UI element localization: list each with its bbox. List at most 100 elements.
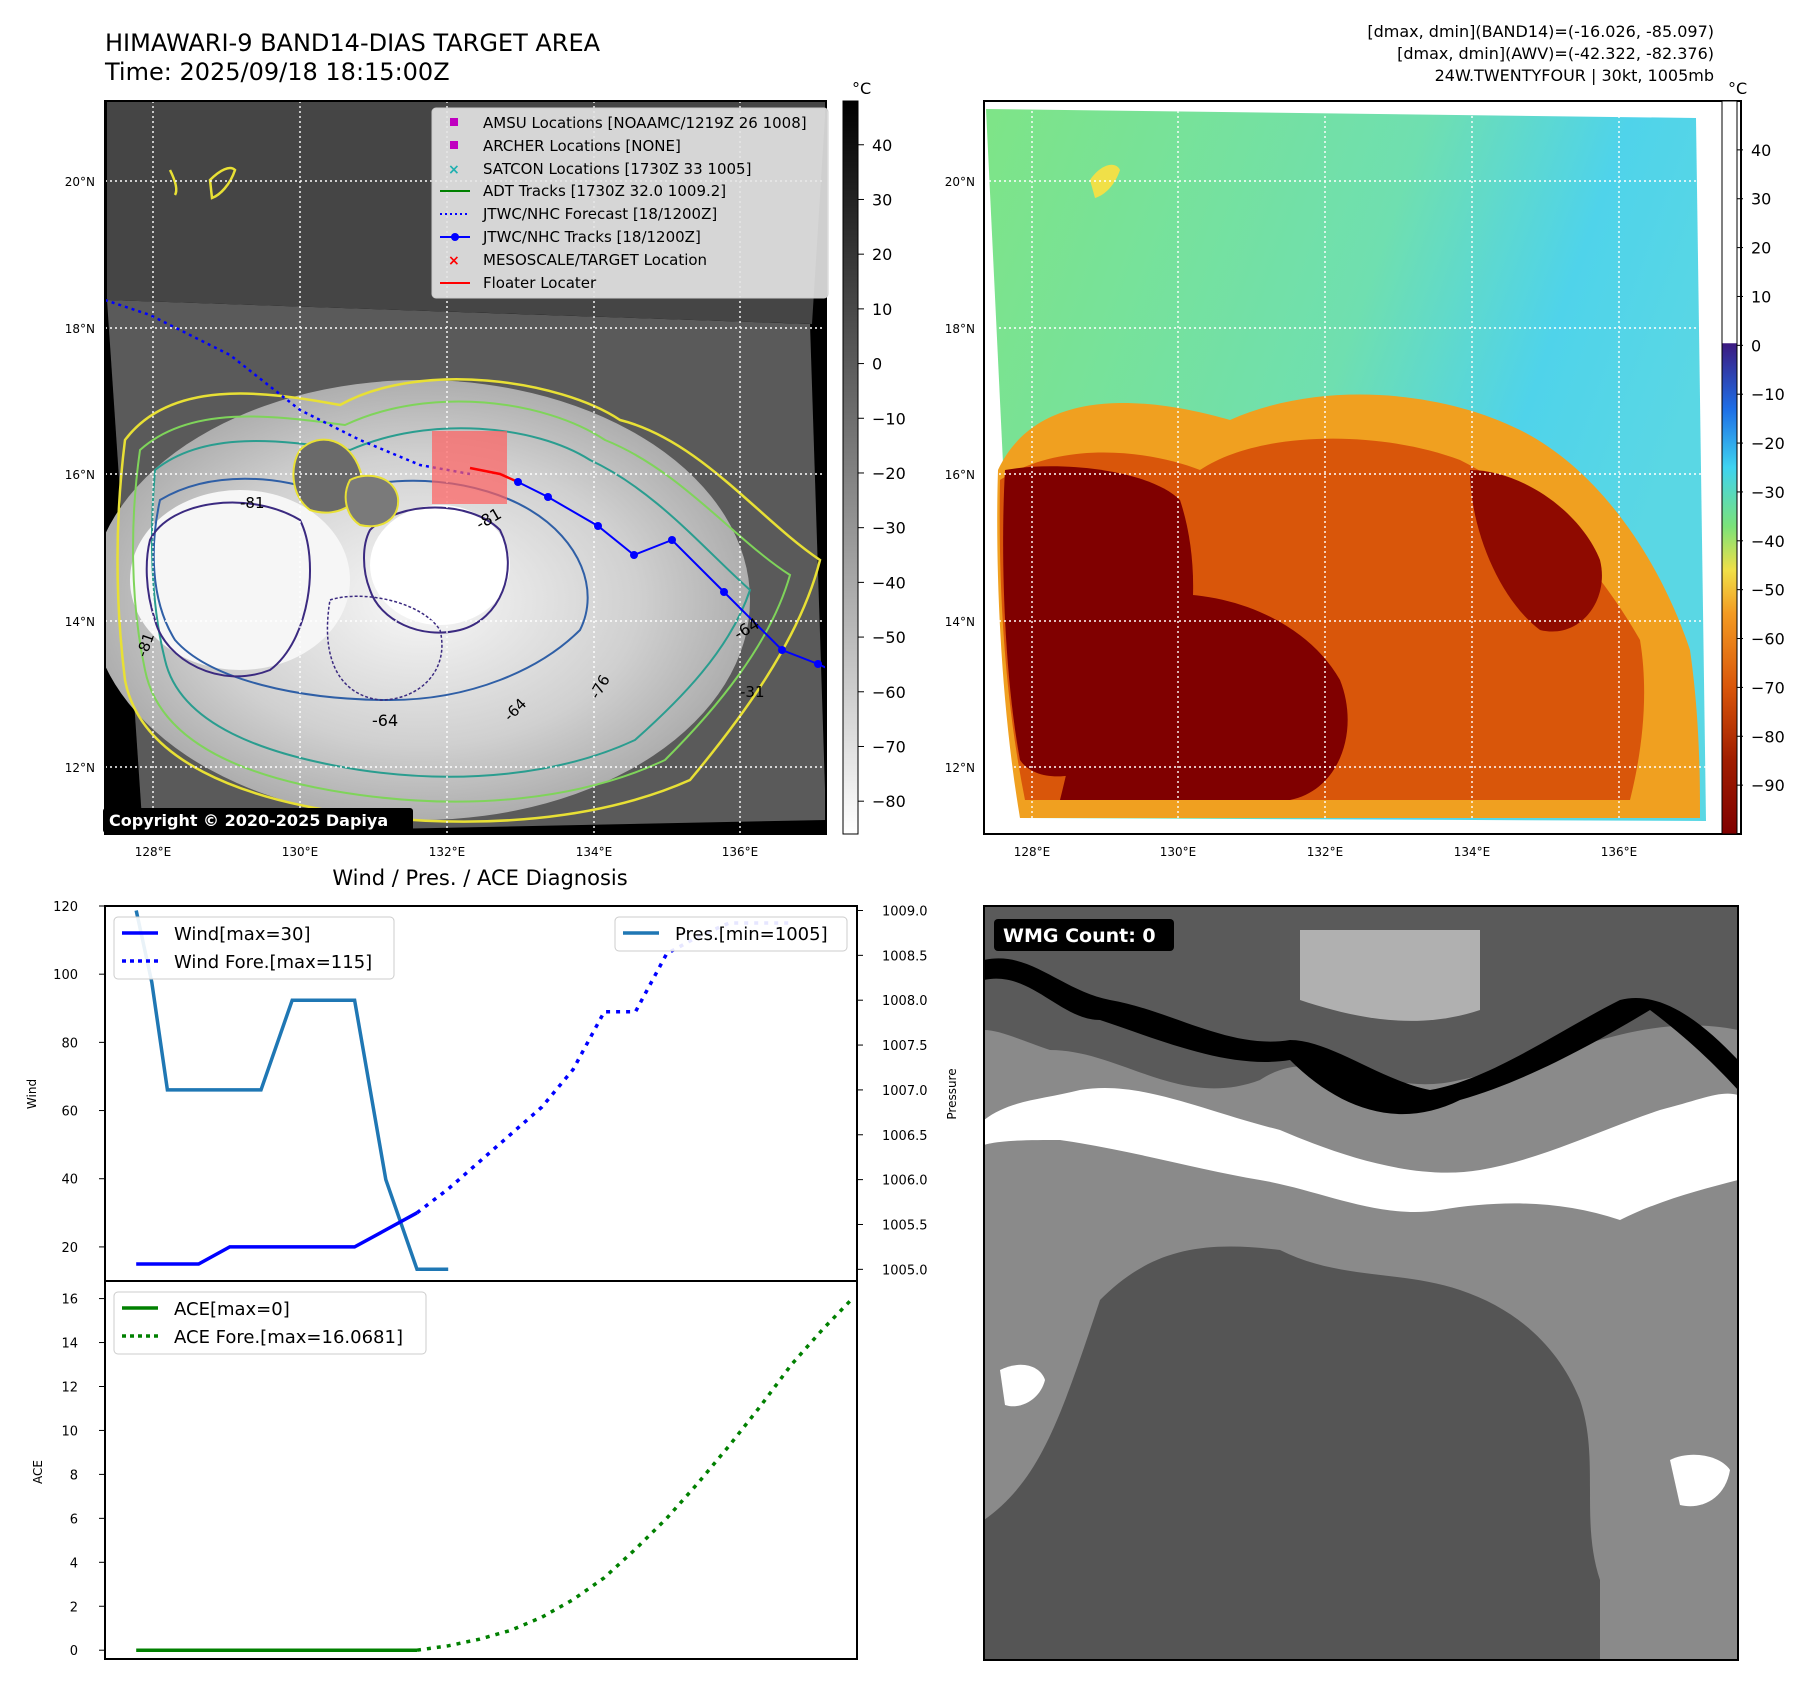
legend-label-forecast: JTWC/NHC Forecast [18/1200Z] (482, 205, 717, 223)
wv-lon-tick-132: 132°E (1307, 845, 1344, 859)
wmg-white-patch-1 (1000, 1364, 1045, 1407)
wv-colorbar-tick-label: 40 (1751, 141, 1771, 160)
ir-lat-tick-20: 20°N (65, 175, 95, 189)
pressure-tick-label: 1006.0 (882, 1174, 928, 1189)
copyright-badge (103, 808, 413, 833)
wv-colorbar-tick-label: 10 (1751, 287, 1771, 306)
wind-tick-label: 40 (61, 1173, 78, 1188)
ir-contour-indigo (145, 501, 311, 678)
legend-label-satcon: SATCON Locations [1730Z 33 1005] (483, 160, 751, 178)
track-point (594, 522, 602, 530)
wv-lon-tick-130: 130°E (1160, 845, 1197, 859)
ir-lat-tick-14: 14°N (65, 615, 95, 629)
ir-cloud-streak-1 (208, 166, 237, 200)
wind-tick-label: 20 (61, 1241, 78, 1256)
wv-lat-tick-18: 18°N (945, 322, 975, 336)
ir-lon-tick-130: 130°E (282, 845, 319, 859)
wv-colorbar-unit: °C (1728, 79, 1747, 98)
figure-title-line1: HIMAWARI-9 BAND14-DIAS TARGET AREA (105, 29, 601, 57)
wv-colorbar-tick-label: −10 (1751, 385, 1785, 404)
ir-contour-island-2 (344, 474, 400, 528)
wind-legend-box (113, 916, 395, 980)
dmax-band14: [dmax, dmin](BAND14)=(-16.026, -85.097) (1367, 22, 1714, 41)
ir-colorbar-tick-label: −30 (872, 519, 906, 538)
wmg-warm-band-white (984, 1088, 1738, 1220)
wmg-cold-band-black (984, 958, 1738, 1115)
wmg-count-badge (994, 919, 1174, 951)
wv-colorbar-tick-label: −40 (1751, 532, 1785, 551)
wv-lat-tick-12: 12°N (945, 761, 975, 775)
ir-map: -81 -81 -64 -64 -31 -81 -76 -64 Copyrigh… (65, 100, 829, 859)
ir-colorbar-tick-label: −60 (872, 683, 906, 702)
ir-colorbar-ramp (842, 100, 859, 835)
ir-cloud-streak-2 (168, 169, 178, 196)
legend-marker-target: × (448, 253, 460, 269)
contour-label: -31 (740, 683, 765, 701)
ace-tick-label: 14 (61, 1337, 78, 1352)
wv-colorbar-tick-label: 0 (1751, 336, 1761, 355)
wmg-map-frame (983, 905, 1739, 1661)
pressure-legend-box (614, 916, 848, 952)
ace-tick-label: 4 (70, 1556, 78, 1571)
ace-tick-label: 6 (70, 1512, 78, 1527)
track-point (814, 660, 822, 668)
ace-tick-label: 2 (70, 1600, 78, 1615)
pressure-line (134, 910, 449, 1272)
legend-marker-amsu (450, 118, 458, 126)
floater-box (432, 431, 507, 504)
wv-map: 20°N 18°N 16°N 14°N 12°N 128°E 130°E 132… (945, 100, 1742, 859)
ir-lat-tick-12: 12°N (65, 761, 95, 775)
wv-lat-tick-20: 20°N (945, 175, 975, 189)
wmg-lower-dark (984, 1246, 1600, 1660)
pressure-tick-label: 1005.0 (882, 1263, 928, 1278)
storm-info: 24W.TWENTYFOUR | 30kt, 1005mb (1435, 66, 1714, 85)
ace-tick-label: 8 (70, 1468, 78, 1483)
ir-cold-cloud-west (130, 490, 350, 670)
wind-tick-label: 120 (53, 900, 78, 915)
wind-tick-label: 80 (61, 1036, 78, 1051)
wv-lon-tick-134: 134°E (1454, 845, 1491, 859)
legend-marker-archer (450, 141, 458, 149)
ir-colorbar-unit: °C (852, 79, 871, 98)
wv-coldest-south (1060, 593, 1348, 800)
ir-legend: AMSU Locations [NOAAMC/1219Z 26 1008] AR… (431, 107, 829, 299)
ir-lat-tick-18: 18°N (65, 322, 95, 336)
wind-ylabel: Wind (25, 1079, 39, 1109)
pressure-legend-label: Pres.[min=1005] (675, 924, 828, 945)
wv-map-frame (983, 100, 1742, 835)
wv-lon-tick-128: 128°E (1014, 845, 1051, 859)
legend-marker-satcon: × (448, 162, 460, 178)
ir-contour-indigo-3 (326, 595, 443, 701)
wind-tick-label: 60 (61, 1105, 78, 1120)
wind-legend-label: Wind[max=30] (174, 924, 311, 945)
wind-line (136, 1211, 418, 1266)
ace-legend-label: ACE[max=0] (174, 1299, 290, 1320)
wmg-upper-light (1300, 930, 1480, 1021)
ace-tick-label: 16 (61, 1293, 78, 1308)
pressure-ylabel: Pressure (945, 1068, 959, 1119)
wv-colorbar-ramp (1721, 100, 1738, 835)
ir-colorbar-tick-label: −20 (872, 464, 906, 483)
track-point (514, 478, 522, 486)
wv-colorbar-tick-label: −30 (1751, 483, 1785, 502)
wv-lat-tick-14: 14°N (945, 615, 975, 629)
ir-colorbar-tick-label: −50 (872, 628, 906, 647)
ir-colorbar-tick-label: 30 (872, 190, 892, 209)
wv-colorbar-tick-label: −80 (1751, 727, 1785, 746)
wv-colorbar-tick-label: 20 (1751, 239, 1771, 258)
wind-forecast-line (415, 921, 792, 1215)
ir-lon-tick-136: 136°E (722, 845, 759, 859)
wv-colorbar-tick-label: −20 (1751, 434, 1785, 453)
pressure-tick-label: 1007.0 (882, 1084, 928, 1099)
ir-colorbar-tick-label: 10 (872, 300, 892, 319)
pressure-tick-label: 1008.0 (882, 994, 928, 1009)
ir-contour-indigo-2 (363, 506, 509, 634)
wv-colorbar: °C 40 30 20 10 0 −10 −20 −30 −40 −50 −60 −70 −80 −90 (1721, 79, 1785, 835)
ace-forecast-line (416, 1295, 856, 1652)
ir-contour-teal (151, 427, 752, 778)
ir-lon-tick-132: 132°E (429, 845, 466, 859)
legend-label-floater: Floater Locater (483, 274, 597, 292)
legend-label-amsu: AMSU Locations [NOAAMC/1219Z 26 1008] (483, 114, 807, 132)
ace-forecast-legend-label: ACE Fore.[max=16.0681] (174, 1327, 403, 1348)
